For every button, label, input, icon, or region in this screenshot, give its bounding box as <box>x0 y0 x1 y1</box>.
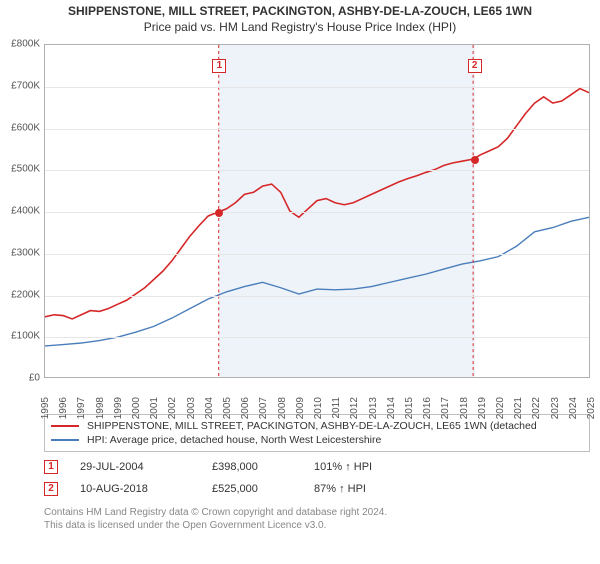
y-axis-label: £500K <box>0 164 40 175</box>
series-property <box>45 89 589 319</box>
marker-dot <box>471 156 479 164</box>
gridline-h <box>45 87 589 88</box>
x-axis-label: 2017 <box>440 397 451 419</box>
legend-label: HPI: Average price, detached house, Nort… <box>87 434 381 446</box>
chart-subtitle: Price paid vs. HM Land Registry's House … <box>0 20 600 34</box>
x-axis-label: 1998 <box>95 397 106 419</box>
footer-attribution: Contains HM Land Registry data © Crown c… <box>44 506 590 532</box>
event-badge: 2 <box>44 482 58 496</box>
legend-swatch <box>51 439 79 441</box>
marker-badge: 2 <box>468 59 482 73</box>
event-date: 10-AUG-2018 <box>80 483 190 495</box>
event-pct: 101% ↑ HPI <box>314 461 434 473</box>
x-axis-label: 2020 <box>495 397 506 419</box>
chart-title-address: SHIPPENSTONE, MILL STREET, PACKINGTON, A… <box>0 4 600 18</box>
y-axis-label: £400K <box>0 206 40 217</box>
x-axis-label: 2001 <box>149 397 160 419</box>
gridline-h <box>45 254 589 255</box>
events-table: 1 29-JUL-2004 £398,000 101% ↑ HPI 2 10-AUG-20… <box>44 456 590 500</box>
event-badge: 1 <box>44 460 58 474</box>
x-axis-label: 2010 <box>313 397 324 419</box>
x-axis-label: 1996 <box>58 397 69 419</box>
gridline-h <box>45 337 589 338</box>
x-axis-label: 1995 <box>40 397 51 419</box>
chart-container: 12 £0£100K£200K£300K£400K£500K£600K£700K… <box>0 38 600 408</box>
x-axis-label: 2018 <box>459 397 470 419</box>
x-axis-label: 1999 <box>113 397 124 419</box>
footer-line-2: This data is licensed under the Open Gov… <box>44 519 590 532</box>
x-axis-label: 2025 <box>586 397 597 419</box>
x-axis-label: 2008 <box>277 397 288 419</box>
legend-box: SHIPPENSTONE, MILL STREET, PACKINGTON, A… <box>44 414 590 452</box>
y-axis-label: £300K <box>0 247 40 258</box>
y-axis-label: £200K <box>0 289 40 300</box>
marker-dot <box>215 209 223 217</box>
event-pct: 87% ↑ HPI <box>314 483 434 495</box>
x-axis-label: 2003 <box>186 397 197 419</box>
footer-line-1: Contains HM Land Registry data © Crown c… <box>44 506 590 519</box>
event-price: £398,000 <box>212 461 292 473</box>
y-axis-label: £600K <box>0 122 40 133</box>
y-axis-label: £800K <box>0 39 40 50</box>
x-axis-label: 2024 <box>568 397 579 419</box>
x-axis-label: 2022 <box>531 397 542 419</box>
gridline-h <box>45 129 589 130</box>
x-axis-label: 2013 <box>368 397 379 419</box>
x-axis-label: 2011 <box>331 397 342 419</box>
y-axis-label: £0 <box>0 373 40 384</box>
x-axis-label: 2019 <box>477 397 488 419</box>
y-axis-label: £100K <box>0 331 40 342</box>
x-axis-label: 2000 <box>131 397 142 419</box>
gridline-h <box>45 170 589 171</box>
x-axis-label: 2004 <box>204 397 215 419</box>
x-axis-label: 2014 <box>386 397 397 419</box>
x-axis-label: 1997 <box>76 397 87 419</box>
event-row: 2 10-AUG-2018 £525,000 87% ↑ HPI <box>44 478 590 500</box>
plot-area: 12 <box>44 44 590 378</box>
legend-row: SHIPPENSTONE, MILL STREET, PACKINGTON, A… <box>51 419 583 433</box>
legend-swatch <box>51 425 79 427</box>
x-axis-label: 2009 <box>295 397 306 419</box>
legend-row: HPI: Average price, detached house, Nort… <box>51 433 583 447</box>
x-axis-label: 2023 <box>550 397 561 419</box>
x-axis-label: 2007 <box>258 397 269 419</box>
gridline-h <box>45 296 589 297</box>
x-axis-label: 2006 <box>240 397 251 419</box>
event-price: £525,000 <box>212 483 292 495</box>
x-axis-label: 2002 <box>167 397 178 419</box>
gridline-h <box>45 212 589 213</box>
x-axis-label: 2015 <box>404 397 415 419</box>
legend-label: SHIPPENSTONE, MILL STREET, PACKINGTON, A… <box>87 420 537 432</box>
event-row: 1 29-JUL-2004 £398,000 101% ↑ HPI <box>44 456 590 478</box>
event-date: 29-JUL-2004 <box>80 461 190 473</box>
marker-badge: 1 <box>212 59 226 73</box>
series-hpi <box>45 217 589 346</box>
x-axis-label: 2016 <box>422 397 433 419</box>
line-series-svg <box>45 45 589 377</box>
x-axis-label: 2021 <box>513 397 524 419</box>
y-axis-label: £700K <box>0 80 40 91</box>
x-axis-label: 2012 <box>349 397 360 419</box>
x-axis-label: 2005 <box>222 397 233 419</box>
